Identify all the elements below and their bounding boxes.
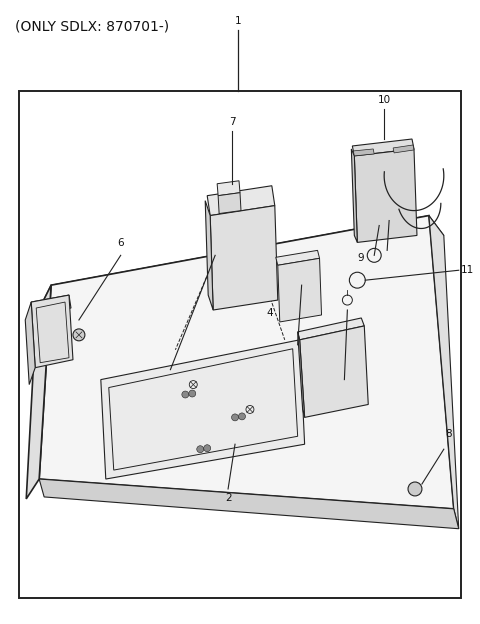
- Polygon shape: [207, 186, 275, 215]
- Text: 9: 9: [358, 253, 364, 263]
- Circle shape: [197, 446, 204, 452]
- Polygon shape: [300, 326, 368, 417]
- Circle shape: [231, 414, 239, 421]
- Polygon shape: [218, 193, 241, 213]
- Polygon shape: [101, 340, 305, 479]
- Polygon shape: [39, 215, 454, 509]
- Polygon shape: [36, 215, 444, 315]
- Polygon shape: [352, 139, 414, 156]
- Text: 11: 11: [461, 265, 474, 275]
- Polygon shape: [298, 318, 364, 340]
- Text: 3: 3: [305, 342, 311, 352]
- Text: (ONLY SDLX: 870701-): (ONLY SDLX: 870701-): [15, 20, 169, 34]
- Polygon shape: [276, 250, 320, 265]
- Text: 4: 4: [266, 308, 273, 318]
- Polygon shape: [429, 215, 459, 529]
- Bar: [19, 91, 461, 598]
- Polygon shape: [39, 479, 459, 529]
- Polygon shape: [351, 149, 357, 242]
- Polygon shape: [278, 258, 322, 322]
- Polygon shape: [31, 295, 73, 368]
- Polygon shape: [217, 181, 240, 196]
- Circle shape: [408, 482, 422, 496]
- Text: 6: 6: [118, 238, 124, 248]
- Text: 2: 2: [225, 493, 231, 503]
- Text: 7: 7: [229, 117, 235, 127]
- Circle shape: [204, 445, 211, 452]
- Circle shape: [189, 390, 196, 397]
- Polygon shape: [31, 295, 71, 315]
- Circle shape: [239, 413, 245, 420]
- Polygon shape: [354, 149, 417, 242]
- Polygon shape: [353, 149, 374, 156]
- Text: 8: 8: [445, 429, 452, 439]
- Polygon shape: [25, 302, 35, 384]
- Text: 1: 1: [235, 16, 241, 26]
- Text: 5: 5: [344, 383, 351, 392]
- Polygon shape: [210, 206, 278, 310]
- Text: 10: 10: [378, 95, 391, 105]
- Circle shape: [182, 391, 189, 398]
- Circle shape: [73, 329, 85, 341]
- Polygon shape: [393, 145, 414, 153]
- Polygon shape: [26, 285, 51, 499]
- Polygon shape: [298, 332, 305, 417]
- Polygon shape: [205, 201, 213, 310]
